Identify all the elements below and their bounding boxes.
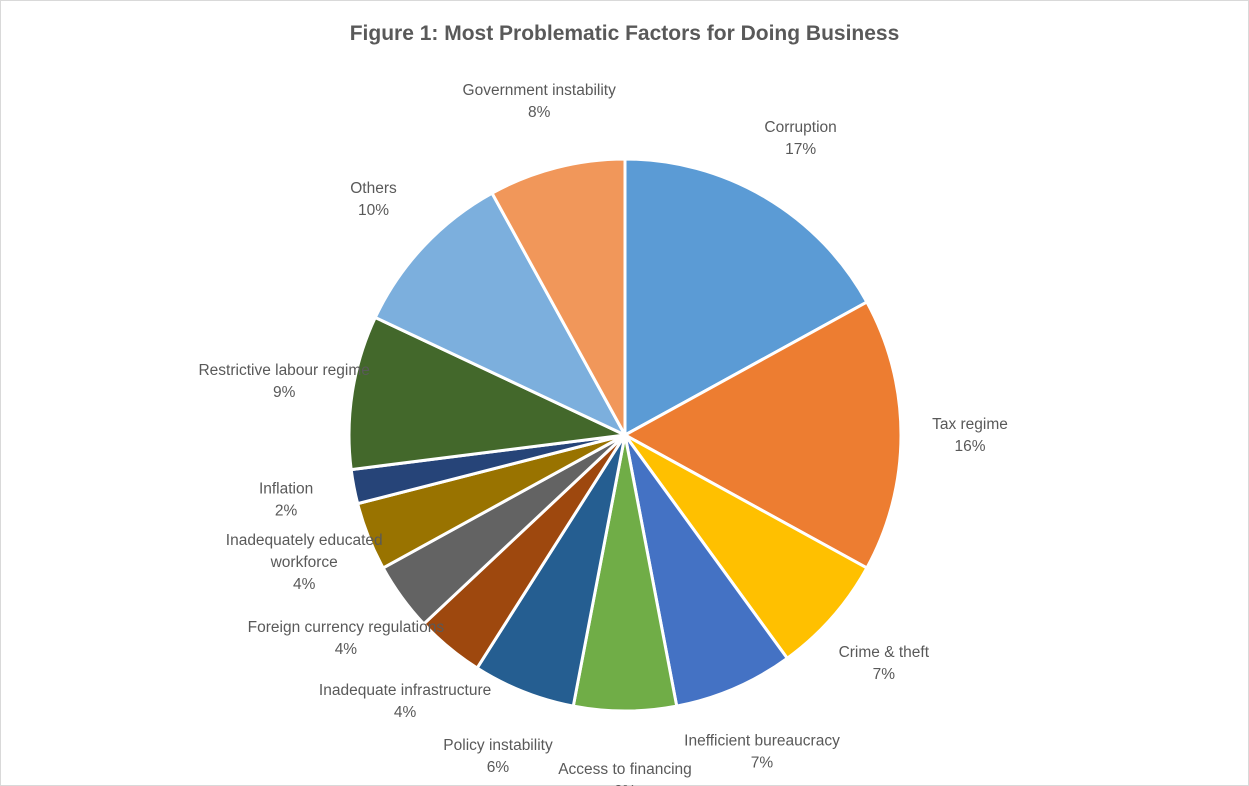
category-label: workforce <box>270 554 338 571</box>
value-label: 6% <box>614 783 637 786</box>
value-label: 4% <box>335 641 358 658</box>
value-label: 6% <box>487 759 510 776</box>
label-inadequate-infrastructure: Inadequate infrastructure 4% <box>319 682 491 721</box>
category-label: Corruption <box>764 119 836 136</box>
label-others: Others 10% <box>350 180 397 219</box>
value-label: 16% <box>954 438 985 455</box>
slice-restrictive-labour-regime <box>347 315 627 472</box>
category-label: Inflation <box>259 481 313 498</box>
category-label: Access to financing <box>558 761 692 778</box>
category-label: Inadequate infrastructure <box>319 682 491 699</box>
slice-tax-regime <box>623 300 903 570</box>
category-label: Tax regime <box>932 416 1008 433</box>
label-government-instability: Government instability 8% <box>463 82 617 121</box>
chart-title: Figure 1: Most Problematic Factors for D… <box>349 22 900 45</box>
category-label: Others <box>350 180 397 197</box>
slice-inefficient-bureaucracy <box>623 433 789 708</box>
category-label: Inadequately educated <box>226 532 383 549</box>
slice-corruption <box>623 157 869 437</box>
value-label: 17% <box>785 141 816 158</box>
slice-crime-theft <box>623 433 869 660</box>
slice-government-instability <box>490 157 627 437</box>
label-tax-regime: Tax regime 16% <box>932 416 1008 455</box>
value-label: 7% <box>751 755 774 772</box>
label-access-to-financing: Access to financing 6% <box>558 761 692 786</box>
value-label: 8% <box>528 104 551 121</box>
value-label: 9% <box>273 384 296 401</box>
slice-others <box>373 191 627 437</box>
category-label: Foreign currency regulations <box>248 619 445 636</box>
label-inadequately-educated-workforce: Inadequately educated workforce 4% <box>226 532 383 593</box>
category-label: Inefficient bureaucracy <box>684 733 840 750</box>
value-label: 4% <box>394 704 417 721</box>
label-policy-instability: Policy instability 6% <box>443 737 553 776</box>
label-inefficient-bureaucracy: Inefficient bureaucracy 7% <box>684 733 840 772</box>
value-label: 4% <box>293 576 316 593</box>
label-crime-theft: Crime & theft 7% <box>839 644 930 683</box>
category-label: Policy instability <box>443 737 553 754</box>
category-label: Restrictive labour regime <box>198 362 369 379</box>
label-restrictive-labour-regime: Restrictive labour regime 9% <box>198 362 369 401</box>
value-label: 10% <box>358 202 389 219</box>
label-inflation: Inflation 2% <box>259 481 313 520</box>
category-label: Government instability <box>463 82 617 99</box>
value-label: 7% <box>873 666 896 683</box>
label-corruption: Corruption 17% <box>764 119 836 158</box>
label-foreign-currency-regulations: Foreign currency regulations 4% <box>248 619 445 658</box>
value-label: 2% <box>275 503 298 520</box>
category-label: Crime & theft <box>839 644 930 661</box>
